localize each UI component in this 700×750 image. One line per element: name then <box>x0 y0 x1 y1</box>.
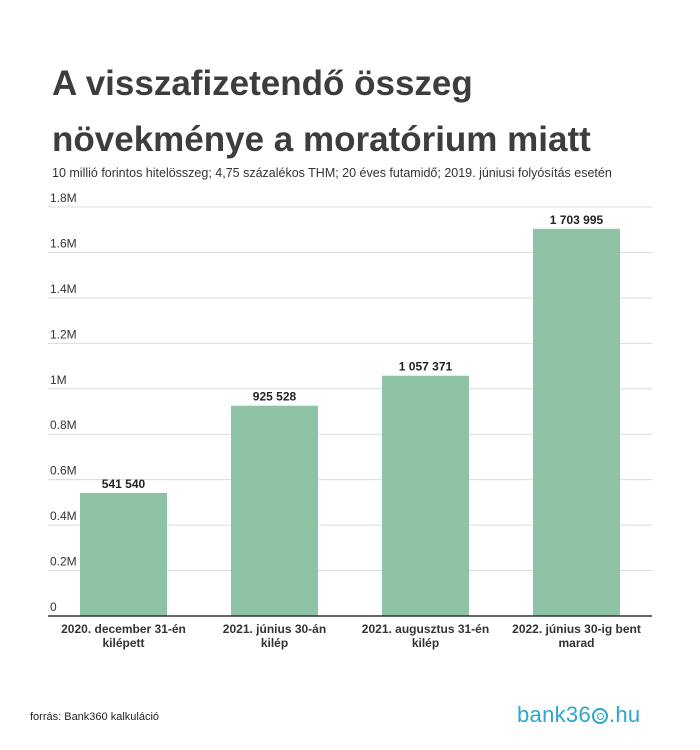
x-tick-label: 2021. június 30-án <box>223 622 326 636</box>
data-label: 541 540 <box>102 477 146 491</box>
bar <box>231 405 318 616</box>
y-tick-label: 1.2M <box>50 327 77 341</box>
chart-title: A visszafizetendő összeg növekménye a mo… <box>52 64 591 159</box>
logo-ring-icon <box>591 708 608 724</box>
x-tick-label: kilép <box>412 636 439 650</box>
y-axis-labels: 0 0.2M 0.4M 0.6M 0.8M 1M 1.2M 1.4M 1.6M 1.8M <box>50 191 77 614</box>
data-label: 1 057 371 <box>399 360 453 374</box>
x-tick-label: 2022. június 30-ig bent <box>512 622 641 636</box>
bar <box>80 492 167 616</box>
y-tick-label: 0.6M <box>50 464 77 478</box>
y-tick-label: 1.6M <box>50 236 77 250</box>
bar <box>382 375 469 616</box>
data-label: 1 703 995 <box>550 213 604 227</box>
y-tick-label: 0.2M <box>50 555 77 569</box>
source-note: forrás: Bank360 kalkuláció <box>30 711 160 723</box>
y-tick-label: 0 <box>50 600 57 614</box>
chart-subtitle: 10 millió forintos hitelösszeg; 4,75 szá… <box>52 166 612 180</box>
y-tick-label: 0.8M <box>50 418 77 432</box>
value-labels: 541 540 925 528 1 057 371 1 703 995 <box>102 213 604 491</box>
bars <box>80 228 620 617</box>
x-tick-label: kilép <box>261 636 288 650</box>
y-tick-label: 1.8M <box>50 191 77 205</box>
bank360-logo: bank36 .hu <box>517 702 640 728</box>
bar-chart: 0 0.2M 0.4M 0.6M 0.8M 1M 1.2M 1.4M 1.6M 1.8M 541 … <box>48 191 652 650</box>
logo-text-prefix: bank36 <box>517 702 591 727</box>
x-tick-label: 2020. december 31-én <box>61 622 186 636</box>
x-tick-label: marad <box>558 636 594 650</box>
bar <box>533 228 620 617</box>
x-tick-label: 2021. augusztus 31-én <box>362 622 489 636</box>
x-tick-label: kilépett <box>102 636 144 650</box>
logo-text-suffix: .hu <box>608 702 641 727</box>
y-tick-label: 0.4M <box>50 509 77 523</box>
data-label: 925 528 <box>253 390 297 404</box>
y-tick-label: 1M <box>50 373 67 387</box>
y-tick-label: 1.4M <box>50 282 77 296</box>
